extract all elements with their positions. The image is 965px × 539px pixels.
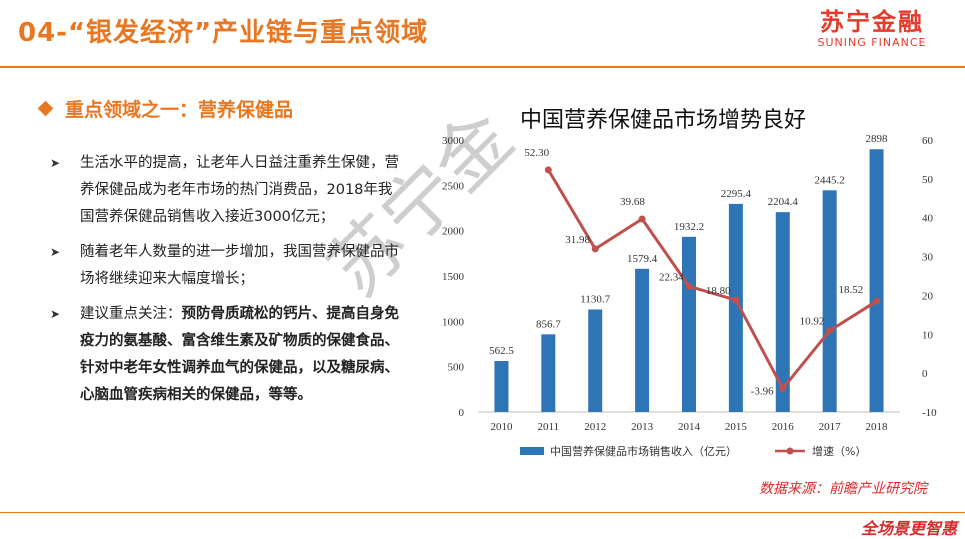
growth-chart: 0 500 1000 1500 2000 2500 3000 -10 0 10 20 30 40 50 60…: [442, 133, 937, 458]
bar: [494, 361, 509, 412]
y-left-tick-label: 1000: [442, 316, 465, 328]
header-divider: [0, 66, 965, 68]
arrow-bullet-icon: ➤: [50, 307, 61, 321]
y-right-tick-label: 0: [922, 368, 928, 380]
growth-point: [591, 245, 599, 253]
logo-text-en: SUNING FINANCE: [817, 36, 927, 49]
bar: [682, 236, 696, 412]
y-left-tick-label: 2500: [442, 180, 465, 192]
bar-data-label: 1579.4: [627, 253, 658, 265]
y-left-tick-label: 1500: [442, 271, 465, 283]
bar-data-label: 2898: [866, 133, 889, 145]
bar: [728, 203, 743, 412]
footer-divider: [0, 512, 965, 513]
bullet-item: ➤ 随着老年人数量的进一步增加，我国营养保健品市场将继续迎来大幅度增长；: [50, 239, 400, 293]
growth-point: [873, 297, 881, 305]
growth-point: [685, 282, 693, 290]
section-heading: 重点领域之一：营养保健品: [37, 95, 294, 122]
growth-point: [779, 385, 787, 393]
growth-point: [732, 296, 740, 304]
bar-data-label: 856.7: [536, 318, 561, 330]
source-note: 数据来源：前瞻产业研究院: [759, 481, 927, 497]
bullet-item: ➤ 生活水平的提高，让老年人日益注重养生保健，营养保健品成为老年市场的热门消费品…: [50, 150, 400, 231]
y-right-tick-label: 50: [922, 174, 934, 186]
growth-data-label: 52.30: [524, 147, 549, 159]
y-right-tick-label: 40: [922, 213, 934, 225]
growth-data-label: 22.34: [659, 271, 684, 283]
bullet-text: 随着老年人数量的进一步增加，我国营养保健品市场将继续迎来大幅度增长；: [80, 244, 399, 287]
footer-stamp: 全场景更智惠: [860, 519, 957, 538]
legend-line-label: 增速（%）: [812, 444, 866, 458]
page-title: 04-“银发经济”产业链与重点领域: [18, 18, 429, 48]
x-tick-label: 2013: [631, 421, 654, 433]
growth-line: [547, 169, 878, 392]
x-tick-label: 2012: [584, 421, 606, 433]
diamond-bullet-icon: [37, 100, 54, 117]
x-tick-label: 2011: [538, 421, 560, 433]
x-tick-label: 2016: [772, 421, 795, 433]
logo-text-cn: 苏宁金融: [820, 8, 924, 36]
bar-data-label: 2445.2: [815, 174, 845, 186]
y-left-tick-label: 3000: [442, 135, 465, 147]
brand-logo: 苏宁金融 SUNING FINANCE: [807, 8, 937, 49]
bar: [775, 212, 790, 412]
bar-data-label: 1130.7: [580, 293, 610, 305]
growth-point: [826, 327, 834, 335]
section-heading-text: 重点领域之一：营养保健品: [65, 99, 294, 121]
bar-data-label: 1932.2: [674, 221, 704, 233]
bar: [588, 309, 603, 412]
y-right-tick-label: 30: [922, 252, 934, 264]
y-left-tick-label: 0: [459, 407, 465, 419]
legend-bar-label: 中国营养保健品市场销售收入（亿元）: [550, 444, 737, 458]
bar-data-label: 2204.4: [768, 196, 799, 208]
bar: [869, 149, 884, 413]
arrow-bullet-icon: ➤: [50, 156, 61, 170]
bullet-text: 预防骨质疏松的钙片、提高自身免疫力的氨基酸、富含维生素及矿物质的保健食品、针对中…: [80, 306, 399, 403]
y-right-tick-label: -10: [922, 407, 937, 419]
y-left-tick-label: 2000: [442, 226, 465, 238]
legend-line-marker: [786, 447, 794, 455]
bar: [541, 334, 556, 412]
growth-point: [638, 215, 646, 223]
growth-data-label: 31.98: [565, 234, 590, 246]
bullet-text: 生活水平的提高，让老年人日益注重养生保健，营养保健品成为老年市场的热门消费品，2…: [80, 155, 399, 225]
x-tick-label: 2015: [725, 421, 748, 433]
bar-data-label: 2295.4: [721, 188, 752, 200]
growth-data-label: 39.68: [620, 196, 645, 208]
x-tick-label: 2014: [678, 421, 701, 433]
growth-data-label: 18.80: [706, 285, 731, 297]
growth-data-label: 18.52: [839, 284, 864, 296]
growth-data-label: -3.96: [751, 386, 774, 398]
y-right-tick-label: 20: [922, 290, 934, 302]
arrow-bullet-icon: ➤: [50, 245, 61, 259]
bullet-prefix: 建议重点关注：: [80, 306, 182, 322]
bullet-list: ➤ 生活水平的提高，让老年人日益注重养生保健，营养保健品成为老年市场的热门消费品…: [50, 150, 400, 417]
legend-bar-swatch: [520, 447, 544, 455]
y-right-tick-label: 60: [922, 135, 934, 147]
y-left-tick-label: 500: [448, 362, 465, 374]
x-tick-label: 2018: [866, 421, 889, 433]
x-tick-label: 2010: [490, 421, 513, 433]
x-tick-label: 2017: [819, 421, 842, 433]
bullet-item: ➤ 建议重点关注：预防骨质疏松的钙片、提高自身免疫力的氨基酸、富含维生素及矿物质…: [50, 301, 400, 409]
y-right-tick-label: 10: [922, 329, 934, 341]
bar: [635, 268, 650, 412]
chart-title: 中国营养保健品市场增势良好: [520, 108, 807, 133]
bar: [822, 190, 837, 412]
bar-data-label: 562.5: [489, 345, 514, 357]
growth-point: [544, 166, 552, 174]
growth-data-label: 10.92: [800, 316, 825, 328]
